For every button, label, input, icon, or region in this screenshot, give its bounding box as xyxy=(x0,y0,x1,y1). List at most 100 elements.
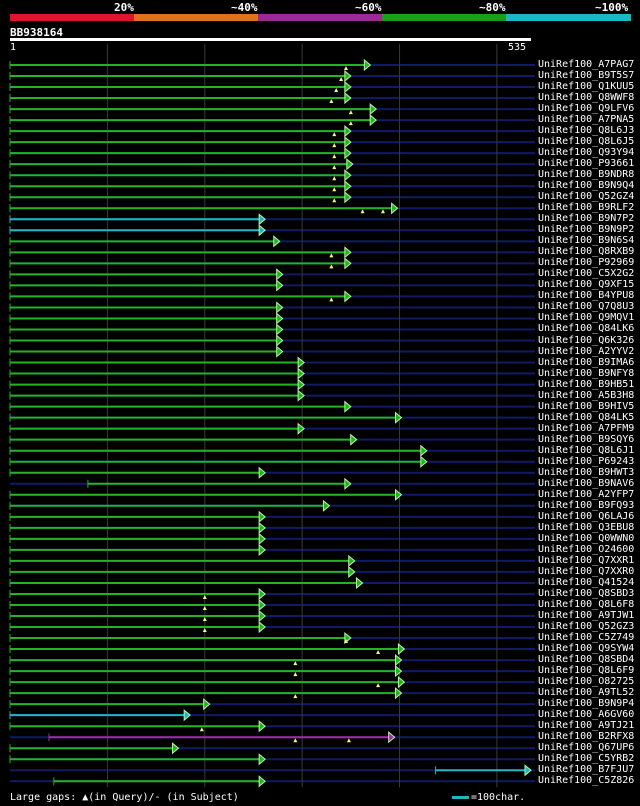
hit-label[interactable]: UniRef100_A9TJ21 xyxy=(538,720,635,732)
hit-label[interactable]: UniRef100_B9NDR8 xyxy=(538,169,635,181)
hit-label[interactable]: UniRef100_Q7Q8U3 xyxy=(538,301,635,313)
hit-label[interactable]: UniRef100_A5B3H8 xyxy=(538,389,635,401)
hit-label[interactable]: UniRef100_C5X2G2 xyxy=(538,268,635,280)
hit-label[interactable]: UniRef100_A6GV60 xyxy=(538,709,635,721)
hit-label[interactable]: UniRef100_A7PFM9 xyxy=(538,422,635,434)
hit-label[interactable]: UniRef100_Q41524 xyxy=(538,576,635,588)
query-gap-marker xyxy=(202,617,207,621)
hit-label[interactable]: UniRef100_C5Z826 xyxy=(538,775,635,787)
query-gap-marker xyxy=(339,77,344,82)
hit-arrow xyxy=(258,775,266,788)
hit-label[interactable]: UniRef100_Q9XF15 xyxy=(538,279,635,291)
hit-label[interactable]: UniRef100_Q8L6J5 xyxy=(538,136,635,148)
hit-label[interactable]: UniRef100_Q84LK6 xyxy=(538,323,635,335)
hit-label[interactable]: UniRef100_Q8SBD4 xyxy=(538,654,635,666)
hit-label[interactable]: UniRef100_Q8SBD3 xyxy=(538,587,635,599)
hit-arrow xyxy=(348,565,356,578)
hit-label[interactable]: UniRef100_B9N9P4 xyxy=(538,698,635,710)
hit-arrow xyxy=(420,444,428,457)
hit-label[interactable]: UniRef100_B9FQ93 xyxy=(538,499,635,511)
hit-label[interactable]: UniRef100_A7PAG7 xyxy=(538,59,635,70)
hit-arrow xyxy=(394,411,403,424)
hit-label[interactable]: UniRef100_A2YFP7 xyxy=(538,488,635,500)
hit-label[interactable]: UniRef100_B9HIV5 xyxy=(538,400,635,412)
hit-label[interactable]: UniRef100_B9HWT3 xyxy=(538,466,635,478)
hit-label[interactable]: UniRef100_A9TL52 xyxy=(538,687,635,699)
hit-label[interactable]: UniRef100_Q52GZ3 xyxy=(538,621,635,633)
query-gap-marker xyxy=(293,738,298,743)
query-start-label: 1 xyxy=(10,42,17,53)
query-gap-marker xyxy=(332,165,337,170)
hit-label[interactable]: UniRef100_B9RLF2 xyxy=(538,202,635,214)
hit-label[interactable]: UniRef100_B2RFX8 xyxy=(538,731,635,743)
hit-label[interactable]: UniRef100_O24600 xyxy=(538,543,635,555)
hit-label[interactable]: UniRef100_Q9SYW4 xyxy=(538,643,635,655)
hit-label[interactable]: UniRef100_Q3EBU8 xyxy=(538,521,635,533)
hit-label[interactable]: UniRef100_Q8L6J3 xyxy=(538,125,635,137)
hit-label[interactable]: UniRef100_B7FJU7 xyxy=(538,764,635,776)
hit-arrow xyxy=(344,246,352,259)
hit-label[interactable]: UniRef100_B9N9Q4 xyxy=(538,180,635,192)
hit-label[interactable]: UniRef100_B9N7P2 xyxy=(538,213,635,225)
hit-label[interactable]: UniRef100_B9NAV6 xyxy=(538,477,635,489)
hit-arrow xyxy=(363,58,372,72)
hit-label[interactable]: UniRef100_Q6K326 xyxy=(538,334,635,346)
legend-band xyxy=(134,14,258,21)
scale-legend: =100char. xyxy=(452,792,525,803)
hit-label[interactable]: UniRef100_B4YPU8 xyxy=(538,290,635,302)
hit-label[interactable]: UniRef100_Q8L6F9 xyxy=(538,665,635,677)
hit-arrow xyxy=(356,576,364,590)
hit-label[interactable]: UniRef100_A7PNA5 xyxy=(538,114,635,126)
query-gap-marker xyxy=(332,187,337,192)
hit-label[interactable]: UniRef100_Q9LFV6 xyxy=(538,103,635,115)
hit-label[interactable]: UniRef100_P92969 xyxy=(538,257,635,269)
hit-arrow xyxy=(394,665,403,678)
hit-arrow xyxy=(394,654,403,667)
query-gap-marker xyxy=(346,738,351,743)
hit-label[interactable]: UniRef100_O82725 xyxy=(538,676,635,688)
query-gap-marker xyxy=(332,176,337,181)
hit-label[interactable]: UniRef100_Q7XXR1 xyxy=(538,554,635,566)
query-gap-marker xyxy=(334,88,339,93)
hit-arrow xyxy=(273,235,281,248)
hit-label[interactable]: UniRef100_B9NFY8 xyxy=(538,367,635,379)
hit-label[interactable]: UniRef100_Q93Y94 xyxy=(538,147,635,159)
hit-arrow xyxy=(297,422,305,435)
hit-label[interactable]: UniRef100_Q8L6F8 xyxy=(538,598,635,610)
hit-arrow xyxy=(344,191,352,204)
hit-label[interactable]: UniRef100_B9N6S4 xyxy=(538,235,635,247)
legend-band xyxy=(10,14,134,21)
hit-arrow xyxy=(346,158,354,171)
query-gap-marker xyxy=(376,683,381,688)
hit-label[interactable]: UniRef100_P69243 xyxy=(538,455,635,467)
hit-label[interactable]: UniRef100_Q67UP6 xyxy=(538,742,635,754)
hit-label[interactable]: UniRef100_Q52GZ4 xyxy=(538,191,635,203)
hit-label[interactable]: UniRef100_Q8WWF8 xyxy=(538,92,635,104)
hit-label[interactable]: UniRef100_Q1KUU5 xyxy=(538,81,635,93)
hit-label[interactable]: UniRef100_Q0WWN0 xyxy=(538,532,635,544)
hit-label[interactable]: UniRef100_B9HB51 xyxy=(538,378,635,390)
hit-label[interactable]: UniRef100_A9TJW1 xyxy=(538,610,635,621)
hit-arrow xyxy=(344,91,352,105)
hit-arrow xyxy=(276,268,284,281)
hit-label[interactable]: UniRef100_B9IMA6 xyxy=(538,356,635,368)
hit-label[interactable]: UniRef100_Q7XXR0 xyxy=(538,565,635,577)
hit-label[interactable]: UniRef100_B9SQY6 xyxy=(538,433,635,445)
hit-label[interactable]: UniRef100_B9T5S7 xyxy=(538,70,635,82)
hit-label[interactable]: UniRef100_Q84LK5 xyxy=(538,411,635,423)
legend-band-label: ~80% xyxy=(479,1,506,14)
hit-label[interactable]: UniRef100_C5YRB2 xyxy=(538,753,635,765)
hit-label[interactable]: UniRef100_Q8RXB9 xyxy=(538,246,635,258)
hit-label[interactable]: UniRef100_Q8L6J1 xyxy=(538,444,635,456)
hit-label[interactable]: UniRef100_A2YYV2 xyxy=(538,345,635,357)
hit-arrow xyxy=(394,488,403,501)
hit-label[interactable]: UniRef100_Q6LAJ6 xyxy=(538,510,635,522)
legend-band xyxy=(258,14,382,21)
legend-band xyxy=(506,14,631,21)
query-gap-marker xyxy=(360,209,365,214)
hit-label[interactable]: UniRef100_Q9MQV1 xyxy=(538,312,635,324)
hit-label[interactable]: UniRef100_P93661 xyxy=(538,158,635,170)
hit-label[interactable]: UniRef100_C5Z749 xyxy=(538,632,635,644)
hit-arrow xyxy=(369,114,377,127)
hit-label[interactable]: UniRef100_B9N9P2 xyxy=(538,224,635,236)
